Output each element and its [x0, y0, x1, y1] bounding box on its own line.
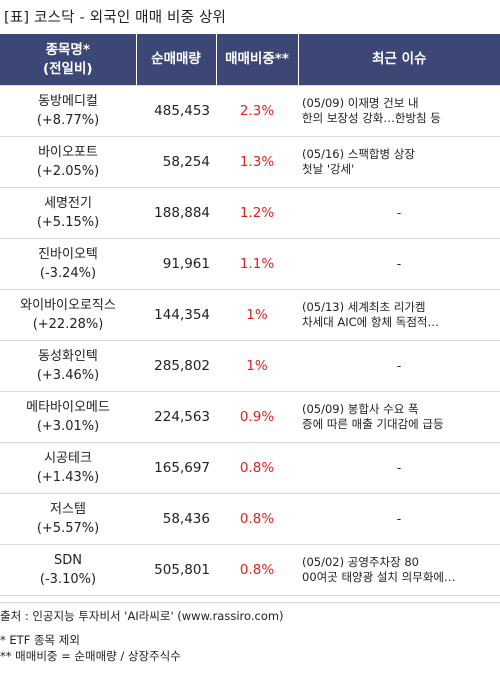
- header-name-sub: (전일비): [42, 60, 93, 77]
- trade-ratio: 0.8%: [216, 544, 298, 596]
- stock-name-cell: SDN (-3.10%): [0, 544, 136, 596]
- recent-issue: -: [298, 187, 500, 239]
- recent-issue: -: [298, 442, 500, 494]
- stock-name[interactable]: 바이오포트: [38, 145, 98, 160]
- table-row: 메타바이오메드 (+3.01%) 224,563 0.9% (05/09) 봉합사 수요…: [0, 391, 500, 443]
- footer-note-etf: * ETF 종목 제외: [0, 633, 80, 647]
- issue-line-2: 차세대 AIC에 항체 독점적…: [302, 315, 439, 329]
- trade-ratio: 1.3%: [216, 136, 298, 188]
- net-volume: 485,453: [136, 85, 216, 137]
- table-row: 동성화인텍 (+3.46%) 285,802 1% -: [0, 340, 500, 392]
- table-row: 시공테크 (+1.43%) 165,697 0.8% -: [0, 442, 500, 494]
- recent-issue[interactable]: (05/02) 공영주차장 80 00여곳 태양광 설치 의무화에…: [298, 544, 500, 596]
- net-volume: 144,354: [136, 289, 216, 341]
- table-row: 바이오포트 (+2.05%) 58,254 1.3% (05/16) 스팩합병 상장 첫날…: [0, 136, 500, 188]
- net-volume: 188,884: [136, 187, 216, 239]
- recent-issue: -: [298, 493, 500, 545]
- stock-name[interactable]: SDN: [54, 553, 82, 568]
- table-body: 동방메디컬 (+8.77%) 485,453 2.3% (05/09) 이재명 건보 내…: [0, 85, 500, 596]
- table-title: [표] 코스닥 - 외국인 매매 비중 상위: [4, 10, 227, 26]
- table-row: 저스템 (+5.57%) 58,436 0.8% -: [0, 493, 500, 545]
- table-row: 세명전기 (+5.15%) 188,884 1.2% -: [0, 187, 500, 239]
- net-volume: 58,436: [136, 493, 216, 545]
- stock-change: (-3.24%): [39, 266, 97, 281]
- recent-issue[interactable]: (05/09) 봉합사 수요 폭 증에 따른 매출 기대감에 급등: [298, 391, 500, 443]
- net-volume: 505,801: [136, 544, 216, 596]
- issue-line-1: (05/13) 세계최초 리가켐: [302, 300, 426, 314]
- stock-change: (+8.77%): [36, 113, 100, 128]
- recent-issue[interactable]: (05/13) 세계최초 리가켐 차세대 AIC에 항체 독점적…: [298, 289, 500, 341]
- trade-ratio: 0.9%: [216, 391, 298, 443]
- stock-name[interactable]: 진바이오텍: [38, 247, 98, 262]
- stock-name[interactable]: 저스템: [50, 502, 86, 517]
- stock-name-cell: 저스템 (+5.57%): [0, 493, 136, 545]
- header-name-label: 종목명*: [45, 41, 90, 58]
- stock-change: (+3.01%): [36, 419, 100, 434]
- issue-line-1: (05/16) 스팩합병 상장: [302, 147, 415, 161]
- trade-ratio: 1.2%: [216, 187, 298, 239]
- stock-change: (+2.05%): [36, 164, 100, 179]
- stock-name-cell: 바이오포트 (+2.05%): [0, 136, 136, 188]
- net-volume: 58,254: [136, 136, 216, 188]
- header-name: 종목명* (전일비): [0, 34, 137, 86]
- stock-name-cell: 와이바이오로직스 (+22.28%): [0, 289, 136, 341]
- stock-name-cell: 메타바이오메드 (+3.01%): [0, 391, 136, 443]
- stock-change: (+5.15%): [36, 215, 100, 230]
- stock-name[interactable]: 동방메디컬: [38, 94, 98, 109]
- stock-change: (+1.43%): [36, 470, 100, 485]
- recent-issue[interactable]: (05/09) 이재명 건보 내 한의 보장성 강화…한방침 등: [298, 85, 500, 137]
- issue-line-2: 증에 따른 매출 기대감에 급등: [302, 417, 444, 431]
- issue-line-1: (05/02) 공영주차장 80: [302, 555, 419, 569]
- stock-name[interactable]: 메타바이오메드: [26, 400, 110, 415]
- stock-name[interactable]: 시공테크: [44, 451, 92, 466]
- issue-line-2: 한의 보장성 강화…한방침 등: [302, 111, 441, 125]
- stock-change: (+22.28%): [32, 317, 104, 332]
- footer-note-ratio: ** 매매비중 = 순매매량 / 상장주식수: [0, 649, 181, 663]
- stock-name-cell: 진바이오텍 (-3.24%): [0, 238, 136, 290]
- stock-name[interactable]: 동성화인텍: [38, 349, 98, 364]
- issue-line-1: (05/09) 봉합사 수요 폭: [302, 402, 419, 416]
- header-issue: 최근 이슈: [298, 34, 500, 86]
- trade-ratio: 1.1%: [216, 238, 298, 290]
- foreign-trading-table: 종목명* (전일비) 순매매량 매매비중** 최근 이슈 동방메디컬 (+8.77…: [0, 34, 500, 596]
- recent-issue: -: [298, 238, 500, 290]
- stock-name-cell: 세명전기 (+5.15%): [0, 187, 136, 239]
- issue-line-2: 00여곳 태양광 설치 의무화에…: [302, 570, 456, 584]
- table-row: 와이바이오로직스 (+22.28%) 144,354 1% (05/13) 세계최초 리…: [0, 289, 500, 341]
- stock-name[interactable]: 와이바이오로직스: [20, 298, 116, 313]
- footer-divider: [0, 602, 500, 603]
- table-row: 동방메디컬 (+8.77%) 485,453 2.3% (05/09) 이재명 건보 내…: [0, 85, 500, 137]
- stock-change: (+3.46%): [36, 368, 100, 383]
- net-volume: 165,697: [136, 442, 216, 494]
- net-volume: 285,802: [136, 340, 216, 392]
- net-volume: 224,563: [136, 391, 216, 443]
- header-volume: 순매매량: [136, 34, 217, 86]
- stock-name-cell: 동방메디컬 (+8.77%): [0, 85, 136, 137]
- trade-ratio: 2.3%: [216, 85, 298, 137]
- stock-name-cell: 동성화인텍 (+3.46%): [0, 340, 136, 392]
- trade-ratio: 1%: [216, 289, 298, 341]
- table-header-row: 종목명* (전일비) 순매매량 매매비중** 최근 이슈: [0, 34, 500, 86]
- trade-ratio: 1%: [216, 340, 298, 392]
- recent-issue[interactable]: (05/16) 스팩합병 상장 첫날 '강세': [298, 136, 500, 188]
- table-row: SDN (-3.10%) 505,801 0.8% (05/02) 공영주차장 80 00…: [0, 544, 500, 596]
- stock-name[interactable]: 세명전기: [44, 196, 92, 211]
- header-ratio: 매매비중**: [216, 34, 299, 86]
- net-volume: 91,961: [136, 238, 216, 290]
- table-row: 진바이오텍 (-3.24%) 91,961 1.1% -: [0, 238, 500, 290]
- trade-ratio: 0.8%: [216, 493, 298, 545]
- issue-line-1: (05/09) 이재명 건보 내: [302, 96, 419, 110]
- footer-source: 출처 : 인공지능 투자비서 'AI라씨로' (www.rassiro.com): [0, 609, 284, 623]
- recent-issue: -: [298, 340, 500, 392]
- stock-change: (+5.57%): [36, 521, 100, 536]
- trade-ratio: 0.8%: [216, 442, 298, 494]
- stock-name-cell: 시공테크 (+1.43%): [0, 442, 136, 494]
- stock-change: (-3.10%): [39, 572, 97, 587]
- issue-line-2: 첫날 '강세': [302, 162, 355, 176]
